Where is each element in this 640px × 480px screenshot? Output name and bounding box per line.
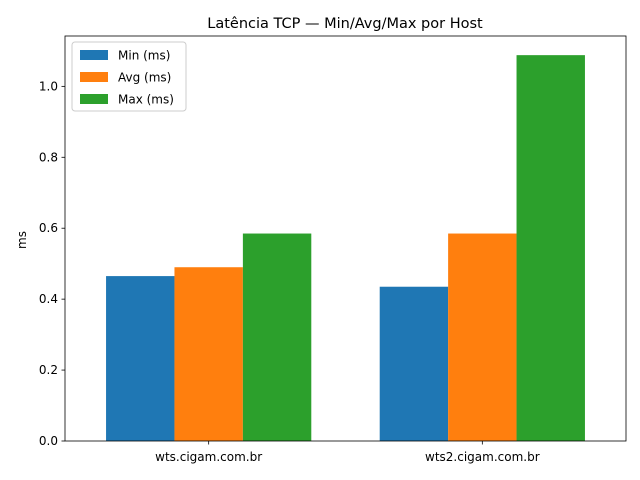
axes-layer: 0.0 0.2 0.4 0.6 0.8 1.0 wts.cigam.com.br wts2.c… (39, 35, 627, 464)
y-tick-label: 0.8 (39, 150, 58, 164)
y-axis-label: ms (15, 231, 29, 249)
legend-label: Min (ms) (118, 49, 170, 63)
legend-label: Avg (ms) (118, 71, 171, 85)
y-tick-label: 0.4 (39, 292, 58, 306)
y-tick-label: 0.6 (39, 221, 58, 235)
bar (448, 233, 517, 441)
bar (242, 233, 312, 441)
bar (106, 276, 175, 441)
chart-title: Latência TCP — Min/Avg/Max por Host (207, 16, 483, 32)
legend-swatch (80, 94, 108, 104)
bar (174, 267, 243, 441)
bars-layer (106, 55, 585, 442)
x-tick-label: wts.cigam.com.br (155, 450, 262, 464)
legend-swatch (80, 50, 108, 60)
chart-legend: Min (ms) Avg (ms) Max (ms) (71, 41, 187, 112)
bar (379, 286, 449, 441)
legend-swatch (80, 72, 108, 82)
y-tick-label: 0.0 (39, 434, 58, 448)
x-tick-label: wts2.cigam.com.br (425, 450, 540, 464)
legend-label: Max (ms) (118, 93, 174, 107)
plot-frame (64, 35, 627, 442)
bar (516, 55, 585, 442)
y-tick-label: 0.2 (39, 363, 58, 377)
y-tick-label: 1.0 (39, 79, 58, 93)
